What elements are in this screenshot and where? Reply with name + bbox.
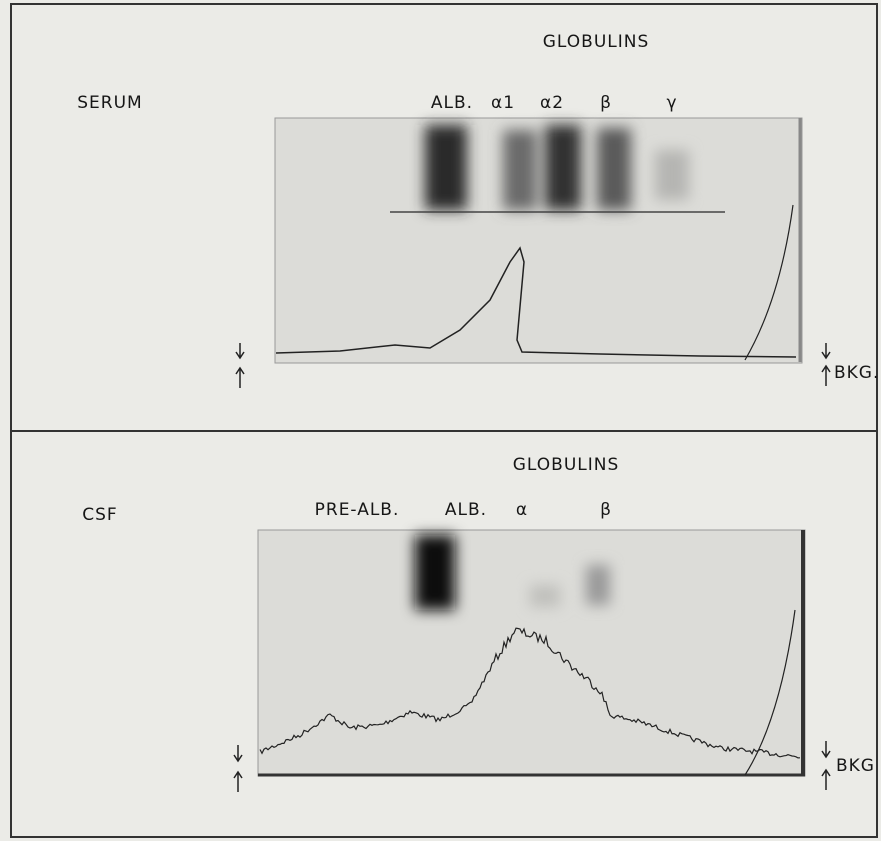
bkg-label: BKG [836, 756, 875, 776]
globulins-label: GLOBULINS [543, 32, 650, 52]
sample-label: SERUM [77, 93, 142, 113]
strip [275, 118, 802, 363]
bkg-label: BKG. [834, 363, 879, 383]
strip [258, 530, 805, 776]
band-label: β [600, 93, 612, 113]
band-label: α [516, 500, 528, 520]
sample-label: CSF [82, 505, 117, 525]
band-label: γ [666, 93, 677, 113]
band-label: β [600, 500, 612, 520]
figure: GLOBULINS SERUM ALB. α1 α2 β γ BKG. GLOB… [0, 0, 881, 841]
band-label: α1 [491, 93, 515, 113]
band-label: ALB. [445, 500, 487, 520]
band-label: PRE-ALB. [315, 500, 400, 520]
globulins-label: GLOBULINS [513, 455, 620, 475]
band-label: α2 [540, 93, 564, 113]
band-label: ALB. [431, 93, 473, 113]
